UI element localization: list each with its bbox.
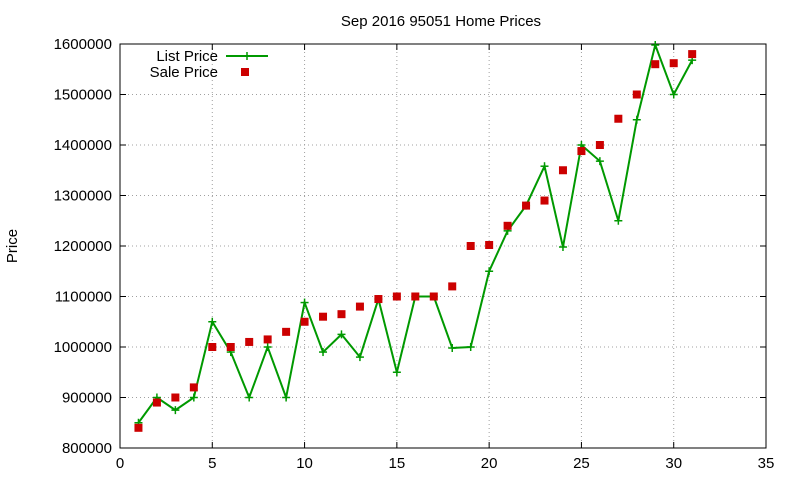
sale-price-point: [632, 90, 641, 99]
sale-price-point: [208, 343, 217, 351]
sale-price-point: [300, 317, 309, 326]
list-price-point: [448, 344, 457, 353]
y-tick-label: 800000: [62, 440, 112, 457]
sale-price-point: [540, 196, 549, 205]
sale-price-point: [503, 221, 512, 230]
list-price-point: [669, 90, 678, 99]
sale-price-point: [577, 147, 586, 156]
legend-swatch-sale-price: [241, 68, 249, 76]
legend-plus-marker: [243, 52, 251, 60]
list-price-point: [595, 157, 604, 166]
sale-price-point: [226, 343, 235, 351]
y-tick-label: 1400000: [54, 137, 112, 154]
list-price-point: [614, 216, 623, 225]
sale-price-point: [355, 302, 364, 311]
sale-price-point: [669, 59, 678, 68]
list-price-point: [189, 393, 198, 402]
list-price-point: [319, 348, 328, 357]
list-price-point: [337, 330, 346, 339]
list-price-point: [651, 41, 660, 50]
grid-lines: [120, 44, 766, 448]
y-tick-label: 1600000: [54, 36, 112, 53]
sale-price-point: [171, 393, 180, 402]
sale-price-point: [485, 240, 494, 249]
list-price-point: [632, 115, 641, 124]
y-tick-label: 1200000: [54, 238, 112, 255]
x-tick-label: 35: [758, 455, 775, 472]
x-tick-label: 25: [573, 455, 590, 472]
legend-swatch-list-price: [226, 52, 268, 60]
list-price-point: [392, 368, 401, 377]
sale-price-point: [466, 242, 475, 250]
sale-price-point: [392, 292, 401, 301]
list-price-point: [355, 353, 364, 362]
legend-label-list-price: List Price: [156, 48, 218, 65]
sale-price-point: [595, 141, 604, 149]
legend: List Price Sale Price: [150, 48, 268, 81]
sale-price-point: [429, 292, 438, 301]
list-price-point: [171, 406, 180, 415]
sale-price-point: [522, 201, 531, 210]
list-price-point: [558, 243, 567, 252]
y-tick-label: 1300000: [54, 188, 112, 205]
list-price-point: [263, 343, 272, 351]
y-tick-label: 1500000: [54, 87, 112, 104]
sale-price-point: [245, 337, 254, 346]
legend-label-sale-price: Sale Price: [150, 64, 218, 81]
sale-price-point: [319, 312, 328, 321]
sale-price-point: [134, 423, 143, 432]
list-price-point: [540, 162, 549, 171]
list-price-point: [466, 343, 475, 351]
list-price-point: [208, 317, 217, 326]
list-price-point: [485, 267, 494, 276]
x-tick-label: 30: [665, 455, 682, 472]
list-price-line: [137, 41, 694, 424]
sale-price-point: [263, 335, 272, 344]
sale-price-point: [152, 398, 161, 407]
sale-price-point: [337, 310, 346, 319]
axis-ticks: 0 5 10 15 20 25 30 35 800000 900000 1000000 1100000…: [54, 36, 775, 472]
x-tick-label: 20: [481, 455, 498, 472]
y-tick-label: 900000: [62, 390, 112, 407]
chart-title: Sep 2016 95051 Home Prices: [341, 13, 541, 30]
sale-price-point: [448, 282, 457, 291]
list-price-point: [282, 393, 291, 402]
data-series: [134, 41, 697, 432]
x-tick-label: 0: [116, 455, 124, 472]
legend-square-marker: [241, 68, 249, 76]
sale-price-point: [189, 383, 198, 392]
sale-price-point: [614, 114, 623, 123]
sale-price-point: [558, 166, 567, 175]
y-tick-label: 1100000: [55, 289, 112, 306]
sale-price-point: [688, 50, 697, 59]
x-tick-label: 10: [296, 455, 313, 472]
x-tick-label: 5: [208, 455, 216, 472]
list-price-point: [300, 298, 309, 307]
sale-price-point: [374, 295, 383, 304]
sale-price-point: [411, 292, 420, 301]
x-tick-label: 15: [389, 455, 406, 472]
y-axis-label: Price: [4, 229, 21, 263]
sale-price-point: [651, 60, 660, 69]
y-tick-label: 1000000: [54, 339, 112, 356]
list-price-point: [245, 393, 254, 402]
sale-price-point: [282, 327, 291, 336]
